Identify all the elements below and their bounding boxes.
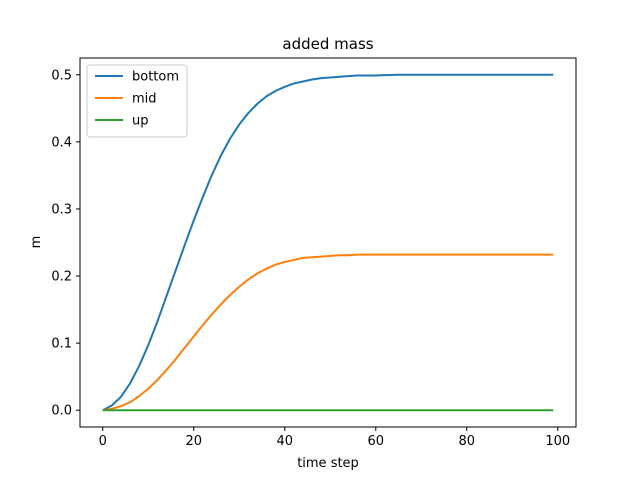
chart-title: added mass: [282, 35, 373, 53]
legend-label-mid: mid: [132, 92, 157, 107]
series-line-mid: [102, 253, 554, 412]
legend-label-up: up: [132, 114, 149, 129]
legend-label-bottom: bottom: [132, 70, 179, 85]
x-tick-label: 100: [545, 434, 570, 449]
x-tick-label: 60: [368, 434, 385, 449]
x-tick-label: 40: [276, 434, 293, 449]
plot-area: [102, 73, 554, 412]
x-tick-label: 0: [99, 434, 107, 449]
y-tick-label: 0.4: [51, 135, 72, 150]
x-axis-label: time step: [297, 456, 359, 471]
y-axis-label: m: [29, 236, 44, 249]
y-tick-label: 0.5: [51, 68, 72, 83]
legend: bottom mid up: [86, 64, 188, 138]
axes: 0 20 40 60 80 100 0.0 0.1 0.2 0.3 0.4 0.5: [51, 57, 577, 449]
y-tick-label: 0.3: [51, 202, 72, 217]
y-tick-label: 0.0: [51, 404, 72, 419]
axes-frame: [79, 57, 577, 428]
y-tick-label: 0.1: [51, 337, 72, 352]
series-line-bottom: [102, 73, 554, 412]
x-tick-label: 20: [185, 434, 202, 449]
x-tick-label: 80: [459, 434, 476, 449]
y-tick-label: 0.2: [51, 270, 72, 285]
